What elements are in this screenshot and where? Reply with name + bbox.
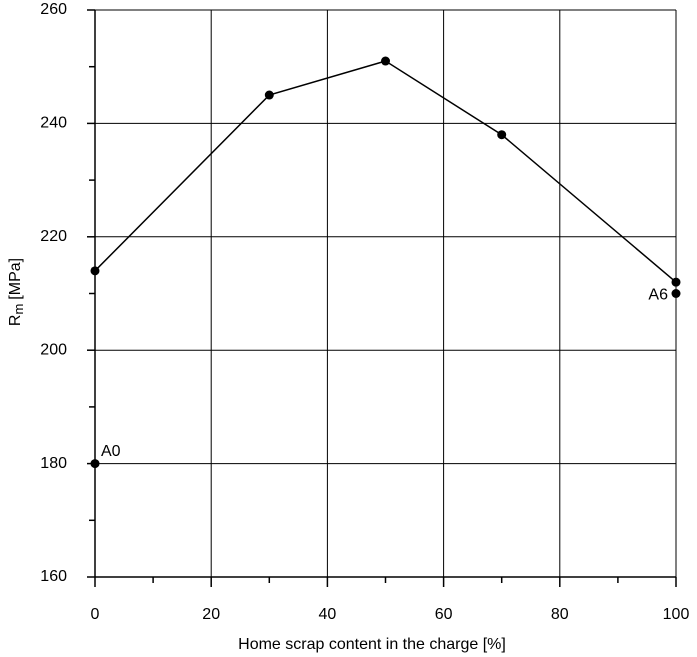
annotation: A6 (648, 287, 668, 304)
y-label-main: R (7, 315, 24, 327)
y-axis-label: Rm [MPa] (7, 258, 26, 326)
point (264, 90, 274, 100)
point (671, 289, 681, 298)
y-tick-label: 200 (40, 341, 67, 358)
y-tick-label: 260 (40, 1, 67, 18)
y-tick-label: 160 (40, 568, 67, 585)
x-tick-label: 20 (202, 606, 220, 623)
x-tick-label: 40 (319, 606, 337, 623)
x-tick-label: 60 (435, 606, 453, 623)
y-tick-label: 220 (40, 228, 67, 245)
y-label-unit: [MPa] (7, 258, 24, 300)
point (671, 277, 681, 287)
line-series (94, 60, 677, 283)
x-tick-label: 100 (663, 606, 690, 623)
y-label-sub: m (11, 304, 26, 315)
annotation: A0 (101, 443, 121, 460)
y-tick-label: 240 (40, 115, 67, 132)
point (90, 459, 100, 469)
x-tick-label: 80 (551, 606, 569, 623)
x-tick-label: 0 (91, 606, 100, 623)
x-axis-label: Home scrap content in the charge [%] (238, 636, 506, 653)
y-tick-label: 180 (40, 455, 67, 472)
point (90, 266, 100, 276)
point (381, 56, 390, 66)
point (497, 130, 507, 140)
